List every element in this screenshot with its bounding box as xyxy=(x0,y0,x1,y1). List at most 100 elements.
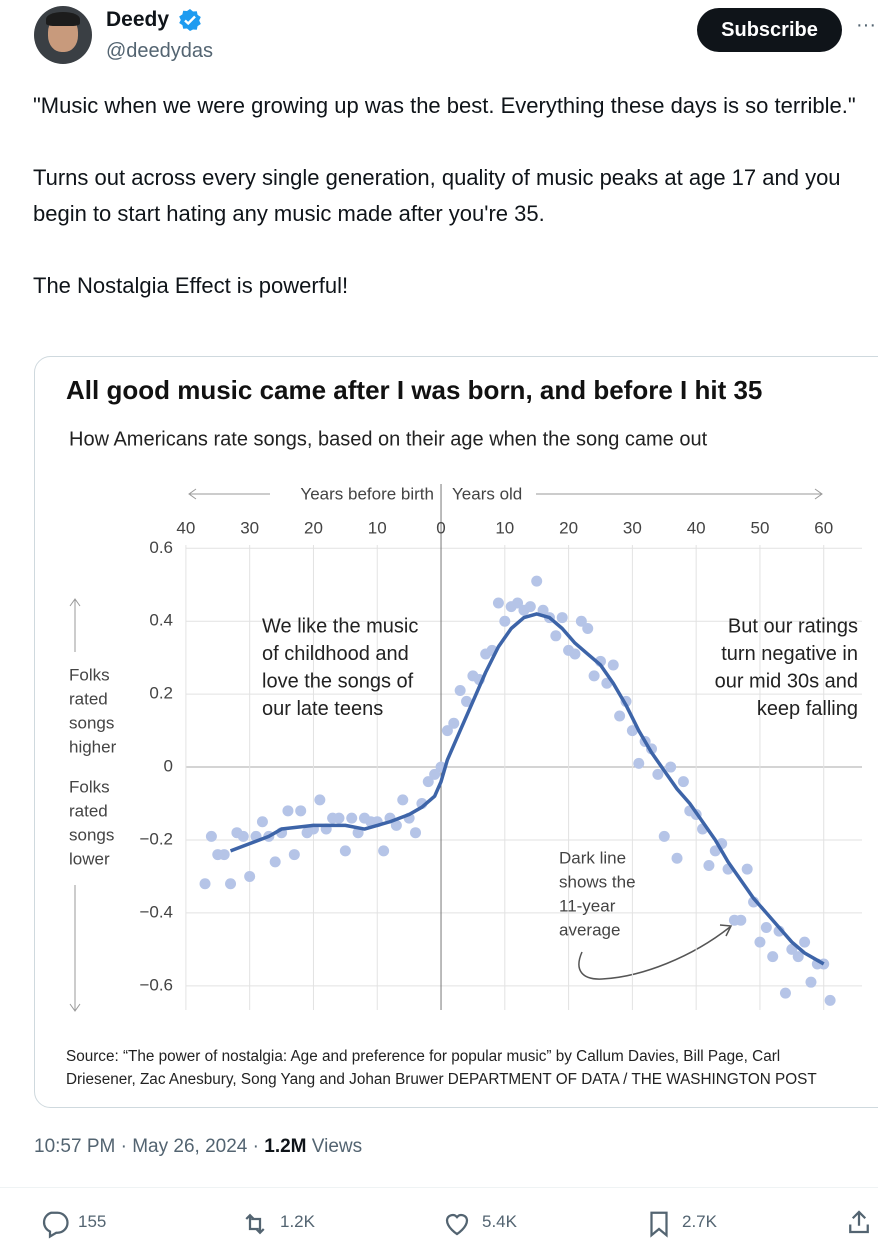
bookmark-icon[interactable] xyxy=(644,1209,674,1239)
annotation: average xyxy=(559,920,620,939)
avatar[interactable] xyxy=(34,6,92,64)
data-point xyxy=(677,776,689,788)
data-point xyxy=(429,768,441,780)
y-axis-label: songs xyxy=(69,825,114,844)
y-tick-label: −0.4 xyxy=(139,902,173,921)
data-point xyxy=(665,761,677,773)
data-point xyxy=(256,816,268,828)
data-point xyxy=(492,597,504,609)
y-axis-label: rated xyxy=(69,689,108,708)
data-point xyxy=(410,827,422,839)
annotation: of childhood and xyxy=(262,643,409,665)
author-handle[interactable]: @deedydas xyxy=(106,40,214,62)
arrowhead xyxy=(69,598,81,607)
source: Driesener, Zac Anesbury, Song Yang and J… xyxy=(66,1071,817,1088)
data-point xyxy=(658,830,670,842)
y-tick-label: 0 xyxy=(164,757,173,776)
annotation-arrow xyxy=(578,926,731,980)
data-point xyxy=(799,936,811,948)
y-axis-label: Folks xyxy=(69,665,110,684)
y-tick-label: −0.2 xyxy=(139,829,173,848)
data-point xyxy=(333,812,345,824)
arrowhead xyxy=(814,488,823,500)
data-point xyxy=(626,725,638,737)
data-point xyxy=(454,684,466,696)
like-icon[interactable] xyxy=(442,1209,472,1239)
data-point xyxy=(569,648,581,660)
x-tick-label: 40 xyxy=(687,518,706,537)
annotation: our late teens xyxy=(262,698,383,720)
data-point xyxy=(288,849,300,861)
repost-icon[interactable] xyxy=(240,1209,270,1239)
y-tick-label: −0.6 xyxy=(139,975,173,994)
data-point xyxy=(741,863,753,875)
bookmark-count[interactable]: 2.7K xyxy=(682,1212,717,1231)
avatar-hair xyxy=(46,12,80,26)
x-tick-label: 40 xyxy=(176,518,195,537)
y-axis-label: higher xyxy=(69,737,117,756)
tweet-text: "Music when we were growing up was the b… xyxy=(33,88,878,340)
view-count: 1.2M xyxy=(264,1136,307,1157)
y-axis-label: rated xyxy=(69,801,108,820)
data-point xyxy=(652,768,664,780)
arrowhead xyxy=(69,1003,81,1012)
data-point xyxy=(397,794,409,806)
data-point xyxy=(824,994,836,1006)
subscribe-button[interactable]: Subscribe xyxy=(697,8,842,52)
data-point xyxy=(295,805,307,817)
data-point xyxy=(556,612,568,624)
data-point xyxy=(378,845,390,857)
data-point xyxy=(792,951,804,963)
annotation: shows the xyxy=(559,872,636,891)
share-icon[interactable] xyxy=(844,1207,874,1237)
time[interactable]: 10:57 PM xyxy=(34,1136,116,1157)
data-point xyxy=(269,856,281,868)
reply-icon[interactable] xyxy=(40,1209,70,1239)
average-line xyxy=(229,612,825,966)
data-point xyxy=(282,805,294,817)
data-point xyxy=(524,601,536,613)
annotation: We like the music xyxy=(262,615,418,637)
data-point xyxy=(805,976,817,988)
data-point xyxy=(754,936,766,948)
data-point xyxy=(205,830,217,842)
annotation: 11-year xyxy=(559,896,616,915)
like-count[interactable]: 5.4K xyxy=(482,1212,517,1231)
views-label: Views xyxy=(311,1136,363,1157)
arrowhead xyxy=(719,924,733,937)
data-point xyxy=(339,845,351,857)
repost-count[interactable]: 1.2K xyxy=(280,1212,315,1231)
data-point xyxy=(735,914,747,926)
separator: · xyxy=(252,1136,259,1157)
data-point xyxy=(614,710,626,722)
data-point xyxy=(390,819,402,831)
date[interactable]: May 26, 2024 xyxy=(132,1136,248,1157)
author-name[interactable]: Deedy xyxy=(106,8,170,31)
y-tick-label: 0.4 xyxy=(149,611,173,630)
reply-count[interactable]: 155 xyxy=(78,1212,107,1231)
data-point xyxy=(575,615,587,627)
more-button[interactable]: ··· xyxy=(856,14,876,36)
y-axis-label: Folks xyxy=(69,777,110,796)
data-point xyxy=(422,776,434,788)
paragraph: "Music when we were growing up was the b… xyxy=(33,93,856,118)
data-point xyxy=(346,812,358,824)
x-tick-label: 60 xyxy=(814,518,833,537)
data-point xyxy=(244,870,256,882)
y-axis-label: lower xyxy=(69,849,110,868)
arrowhead xyxy=(188,488,197,500)
data-point xyxy=(671,852,683,864)
data-point xyxy=(225,878,237,890)
annotation: our mid 30s and xyxy=(715,670,858,692)
data-point xyxy=(441,725,453,737)
annotation: But our ratings xyxy=(728,615,858,637)
annotation: love the songs of xyxy=(262,670,414,692)
data-point xyxy=(531,575,543,587)
data-point xyxy=(607,659,619,671)
y-tick-label: 0.6 xyxy=(149,538,173,557)
x-tick-label: 30 xyxy=(623,518,642,537)
divider xyxy=(0,1187,878,1188)
data-point xyxy=(588,670,600,682)
data-point xyxy=(199,878,211,890)
card-border xyxy=(34,356,878,1108)
